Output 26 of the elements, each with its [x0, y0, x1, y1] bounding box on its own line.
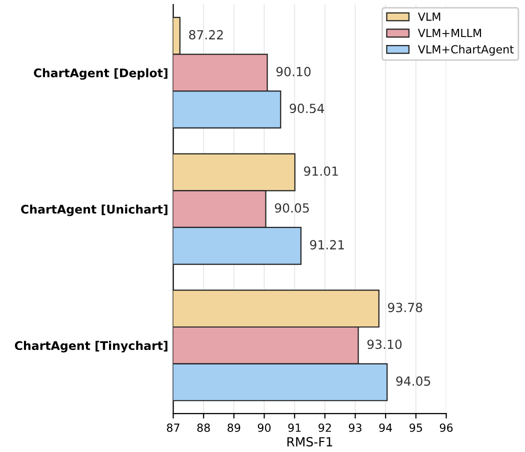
data-label: 91.01 [304, 166, 338, 176]
x-tick-label: 96 [440, 424, 453, 432]
data-label: 93.78 [388, 302, 422, 312]
data-label: 93.10 [367, 340, 402, 350]
data-label: 90.54 [290, 104, 324, 114]
x-tick-label: 89 [228, 424, 240, 432]
y-tick-label: ChartAgent [Tinychart] [14, 340, 168, 352]
legend-label: VLM+ChartAgent [418, 44, 514, 56]
data-label: 91.21 [310, 240, 344, 250]
data-label: 94.05 [396, 376, 430, 386]
y-tick-label: ChartAgent [Unichart] [21, 204, 168, 216]
x-tick-label: 92 [318, 424, 331, 432]
data-label: 87.22 [189, 30, 223, 40]
y-tick-label: ChartAgent [Deplot] [34, 68, 168, 80]
x-tick-label: 87 [166, 424, 180, 432]
x-tick-label: 95 [410, 424, 422, 432]
x-axis-title: RMS-F1 [287, 437, 332, 447]
x-tick-label: 91 [288, 424, 301, 432]
data-label: 90.10 [276, 66, 311, 76]
data-label: 90.05 [274, 203, 309, 213]
x-tick-label: 90 [258, 424, 271, 432]
x-tick-label: 88 [197, 424, 210, 432]
x-tick-label: 93 [348, 424, 362, 432]
legend-label: VLM [418, 12, 440, 21]
x-tick-label: 94 [379, 424, 392, 432]
legend-label: VLM+MLLM [418, 28, 481, 38]
